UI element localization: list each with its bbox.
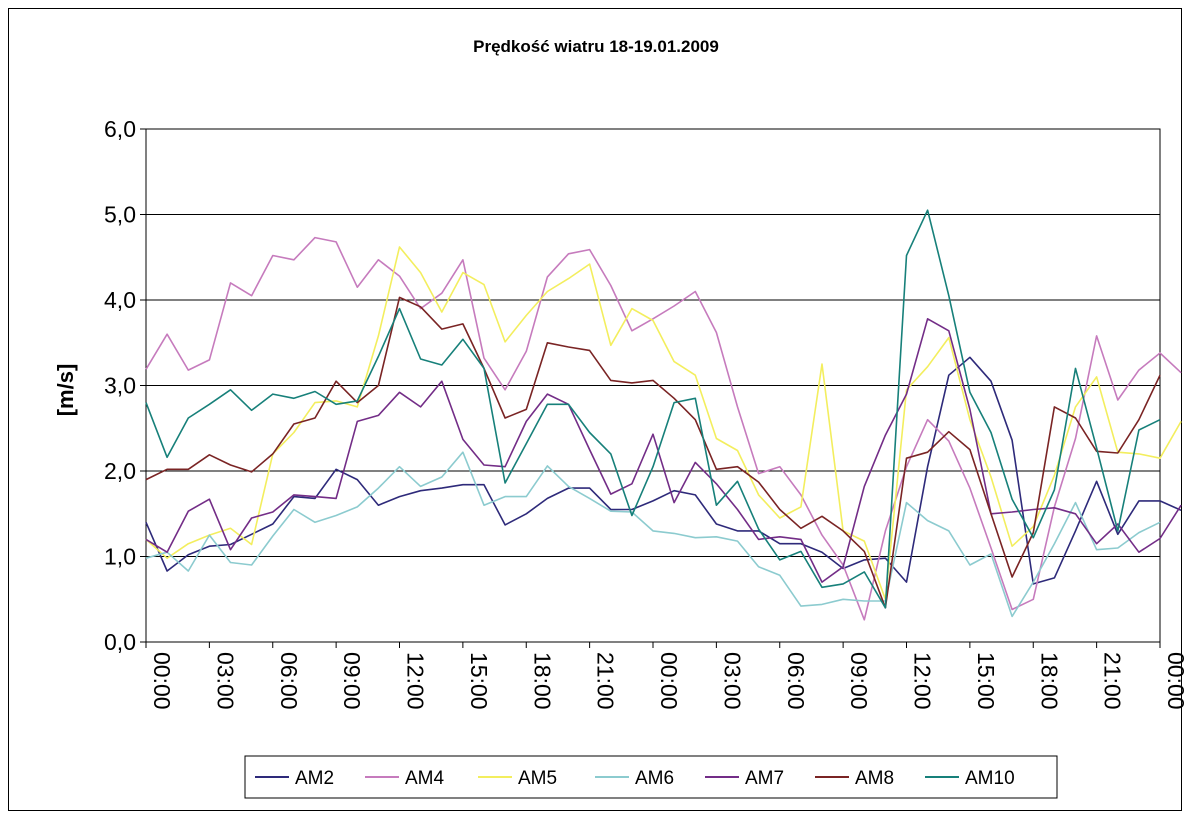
y-tick-label: 0,0 [104, 629, 136, 655]
series-line-am10 [145, 209, 1161, 609]
x-tick-label: 00:00 [1163, 652, 1189, 710]
legend: AM2 AM4 AM5 AM6 AM7 AM8 AM10 [244, 755, 1058, 799]
x-tick-label: 15:00 [973, 652, 999, 710]
series-line-am2 [145, 356, 1182, 585]
series-line-am4 [145, 236, 1182, 621]
legend-label-am4: AM4 [405, 768, 445, 789]
plot-area [145, 128, 1182, 643]
x-tick-label: 21:00 [1100, 652, 1126, 710]
chart-title: Prędkość wiatru 18-19.01.2009 [473, 37, 719, 56]
x-tick-label: 09:00 [339, 652, 365, 710]
y-axis-ticks: 0,0 1,0 2,0 3,0 4,0 5,0 6,0 [104, 116, 146, 655]
x-tick-label: 00:00 [656, 652, 682, 710]
x-tick-label: 03:00 [719, 652, 745, 710]
y-tick-label: 4,0 [104, 287, 136, 313]
legend-label-am6: AM6 [635, 768, 674, 789]
legend-label-am8: AM8 [855, 768, 894, 789]
x-tick-label: 03:00 [212, 652, 238, 710]
series-line-am7 [145, 317, 1182, 583]
x-tick-label: 00:00 [149, 652, 175, 710]
y-axis-label: [m/s] [53, 364, 78, 417]
plot-border [145, 128, 1161, 643]
x-tick-label: 18:00 [529, 652, 555, 710]
y-tick-label: 6,0 [104, 116, 136, 142]
series-line-am6 [145, 451, 1161, 618]
chart-frame [8, 8, 1182, 811]
y-tick-label: 3,0 [104, 373, 136, 399]
legend-label-am2: AM2 [295, 768, 334, 789]
series-line-am5 [145, 246, 1182, 601]
legend-label-am7: AM7 [745, 768, 784, 789]
x-tick-label: 09:00 [846, 652, 872, 710]
x-axis-ticks: 00:00 03:00 06:00 09:00 12:00 15:00 18:00 21:00… [145, 642, 1189, 710]
x-tick-label: 12:00 [910, 652, 936, 710]
legend-label-am5: AM5 [518, 768, 557, 789]
x-tick-label: 12:00 [403, 652, 429, 710]
legend-label-am10: AM10 [965, 768, 1015, 789]
x-tick-label: 18:00 [1036, 652, 1062, 710]
x-tick-label: 06:00 [783, 652, 809, 710]
x-tick-label: 06:00 [276, 652, 302, 710]
x-tick-label: 21:00 [593, 652, 619, 710]
y-tick-label: 2,0 [104, 458, 136, 484]
y-tick-label: 5,0 [104, 202, 136, 228]
y-tick-label: 1,0 [104, 544, 136, 570]
legend-box [244, 755, 1058, 799]
x-tick-label: 15:00 [466, 652, 492, 710]
series-line-am8 [145, 296, 1161, 609]
